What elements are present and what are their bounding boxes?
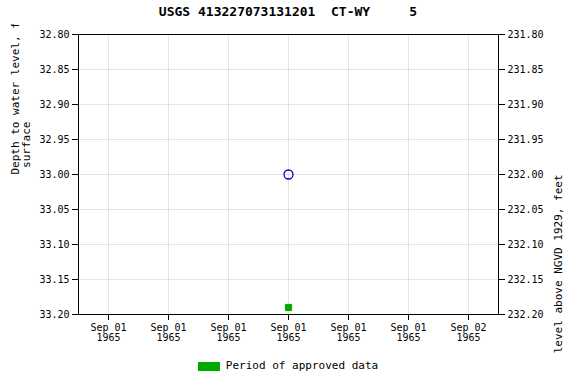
svg-text:232.10: 232.10 <box>508 239 544 250</box>
svg-text:231.80: 231.80 <box>508 29 544 40</box>
svg-text:Sep 021965: Sep 021965 <box>450 322 486 343</box>
svg-text:Sep 011965: Sep 011965 <box>150 322 186 343</box>
svg-text:33.15: 33.15 <box>39 274 69 285</box>
svg-text:Sep 011965: Sep 011965 <box>210 322 246 343</box>
svg-text:232.05: 232.05 <box>508 204 544 215</box>
svg-text:Depth to water level, feet bel: Depth to water level, feet below land su… <box>9 24 33 175</box>
svg-text:Sep 011965: Sep 011965 <box>390 322 426 343</box>
svg-text:Sep 011965: Sep 011965 <box>330 322 366 343</box>
svg-text:32.90: 32.90 <box>39 99 69 110</box>
svg-text:32.85: 32.85 <box>39 64 69 75</box>
svg-text:Sep 011965: Sep 011965 <box>270 322 306 343</box>
svg-text:32.95: 32.95 <box>39 134 69 145</box>
svg-text:232.00: 232.00 <box>508 169 544 180</box>
svg-text:33.10: 33.10 <box>39 239 69 250</box>
svg-text:32.80: 32.80 <box>39 29 69 40</box>
svg-text:Sep 011965: Sep 011965 <box>90 322 126 343</box>
html-text:Period of approved data: Period of approved data <box>225 359 379 372</box>
svg-text:232.20: 232.20 <box>508 309 544 320</box>
svg-text:Groundwater level above NGVD 1: Groundwater level above NGVD 1929, feet <box>552 175 565 357</box>
svg-text:231.85: 231.85 <box>508 64 544 75</box>
svg-text:231.95: 231.95 <box>508 134 544 145</box>
html-text:USGS 413227073131201 CT-WY 5: USGS 413227073131201 CT-WY 5 <box>158 4 418 19</box>
svg-text:231.90: 231.90 <box>508 99 544 110</box>
svg-text:33.20: 33.20 <box>39 309 69 320</box>
svg-text:33.05: 33.05 <box>39 204 69 215</box>
svg-text:33.00: 33.00 <box>39 169 69 180</box>
svg-text:232.15: 232.15 <box>508 274 544 285</box>
